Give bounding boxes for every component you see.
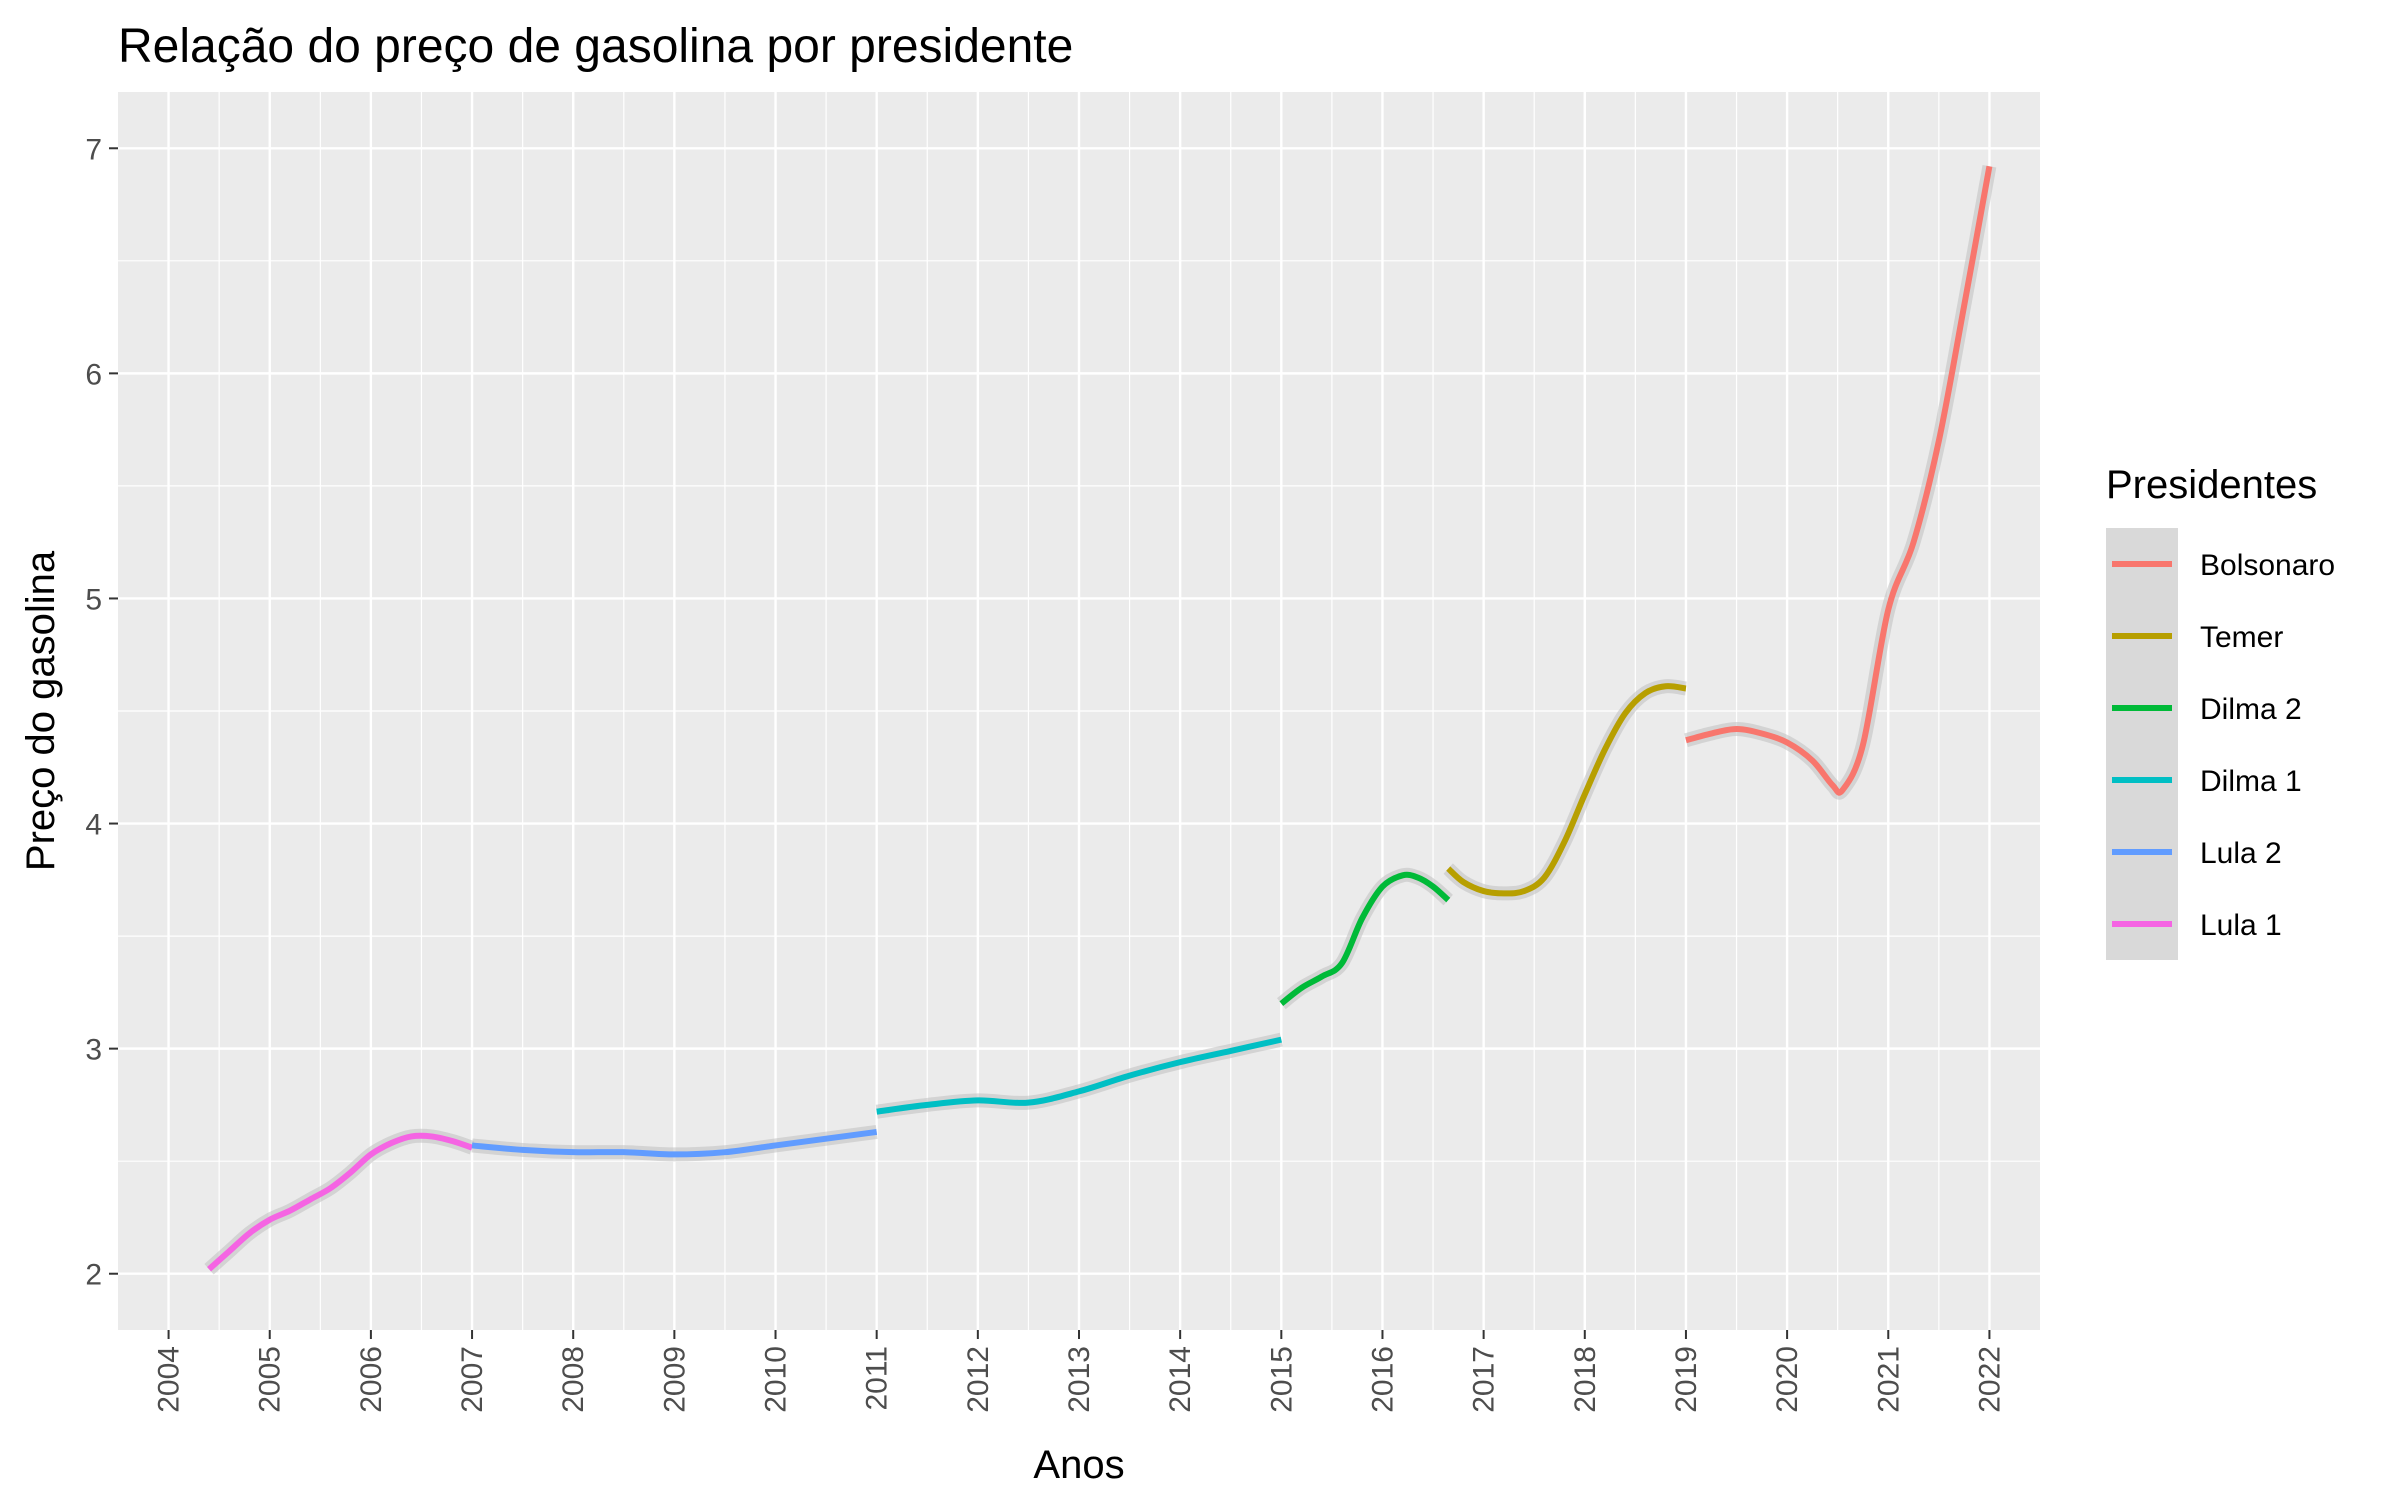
series-line-temer: [1446, 683, 1687, 897]
x-tick-label: 2006: [355, 1346, 388, 1413]
series-dilma-1: [875, 1032, 1283, 1119]
series-line-dilma-1: [876, 1036, 1282, 1115]
series-line-dilma-2: [1279, 871, 1451, 1006]
x-tick-label: 2007: [456, 1346, 489, 1413]
y-tick-label: 7: [85, 133, 102, 166]
x-tick-label: 2004: [153, 1346, 186, 1413]
x-tick-label: 2005: [254, 1346, 287, 1413]
legend-label: Bolsonaro: [2200, 549, 2335, 582]
x-tick-label: 2014: [1164, 1346, 1197, 1413]
x-tick-label: 2011: [861, 1346, 894, 1411]
x-tick-label: 2015: [1265, 1346, 1298, 1413]
x-tick-label: 2008: [557, 1346, 590, 1413]
x-tick-label: 2020: [1771, 1346, 1804, 1413]
legend-key-background: [2106, 528, 2178, 960]
y-tick-label: 3: [85, 1034, 102, 1067]
series-layer: [204, 165, 1997, 1275]
legend-label: Dilma 1: [2200, 765, 2302, 798]
legend-item-dilma-1: Dilma 1: [2112, 765, 2302, 798]
series-temer: [1443, 679, 1687, 901]
x-tick-label: 2019: [1670, 1346, 1703, 1413]
series-line-lula-1: [207, 1132, 474, 1272]
x-tick-label: 2012: [962, 1346, 995, 1413]
y-tick-label: 4: [85, 809, 102, 842]
grid-layer: [118, 92, 2040, 1330]
chart-title: Relação do preço de gasolina por preside…: [118, 20, 1073, 73]
series-bolsonaro: [1684, 165, 1997, 800]
legend-label: Dilma 2: [2200, 693, 2302, 726]
legend: Presidentes Bolsonaro Temer Dilma 2 Dilma 1…: [2106, 463, 2335, 960]
legend-title: Presidentes: [2106, 463, 2317, 507]
y-axis-title: Preço do gasolina: [19, 550, 63, 871]
x-tick-label: 2022: [1973, 1346, 2006, 1413]
y-tick-label: 6: [85, 358, 102, 391]
x-tick-label: 2017: [1468, 1346, 1501, 1413]
legend-label: Lula 1: [2200, 909, 2282, 942]
x-tick-label: 2013: [1063, 1346, 1096, 1413]
legend-item-lula-2: Lula 2: [2112, 837, 2282, 870]
legend-item-bolsonaro: Bolsonaro: [2112, 549, 2335, 582]
legend-items: Bolsonaro Temer Dilma 2 Dilma 1 Lula 2 Lula 1: [2112, 549, 2335, 942]
x-axis-title: Anos: [1033, 1443, 1124, 1487]
x-tick-label: 2009: [658, 1346, 691, 1413]
x-tick-label: 2010: [760, 1346, 793, 1413]
y-tick-label: 2: [85, 1259, 102, 1292]
legend-item-dilma-2: Dilma 2: [2112, 693, 2302, 726]
legend-label: Lula 2: [2200, 837, 2282, 870]
x-tick-label: 2021: [1872, 1346, 1905, 1413]
series-line-lula-2: [471, 1128, 878, 1158]
series-lula-2: [471, 1124, 878, 1162]
legend-item-temer: Temer: [2112, 621, 2283, 654]
legend-item-lula-1: Lula 1: [2112, 909, 2282, 942]
axis-layer: 2004 2005 2006 2007 2008 2009 2010 2011 2012 2013…: [85, 133, 2006, 1412]
series-line-bolsonaro: [1685, 165, 1993, 796]
series-lula-1: [204, 1128, 475, 1275]
series-dilma-2: [1276, 867, 1453, 1010]
x-tick-label: 2016: [1366, 1346, 1399, 1413]
y-tick-label: 5: [85, 583, 102, 616]
x-tick-label: 2018: [1569, 1346, 1602, 1413]
legend-label: Temer: [2200, 621, 2283, 654]
